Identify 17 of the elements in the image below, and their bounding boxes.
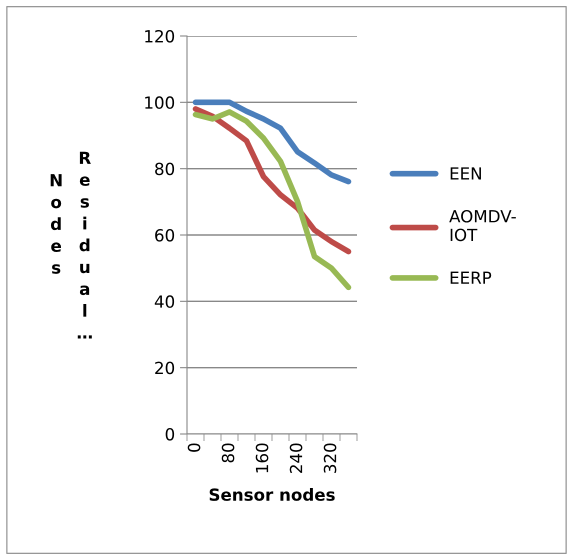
- legend-label: EERP: [450, 272, 492, 284]
- y-tick-label: 100: [145, 96, 174, 109]
- y-tick-label: 80: [155, 162, 174, 176]
- y-tick-label: 20: [155, 362, 174, 374]
- y-tick-label: 120: [145, 30, 174, 43]
- x-axis-title: Sensor nodes: [210, 488, 335, 501]
- x-tick-label: 160: [256, 443, 268, 472]
- y-tick-label: 0: [166, 428, 174, 441]
- x-tick-label: 0: [188, 443, 200, 452]
- legend-label: AOMDV-IOT: [449, 210, 516, 242]
- x-tick-label: 240: [290, 443, 302, 473]
- legend-label: EEN: [450, 167, 481, 180]
- x-tick-label: 80: [222, 443, 234, 462]
- y-tick-label: 60: [155, 228, 174, 242]
- x-tick-label: 320: [324, 443, 336, 473]
- text: Residual… Nodes: [50, 152, 92, 338]
- y-tick-label: 40: [154, 295, 174, 308]
